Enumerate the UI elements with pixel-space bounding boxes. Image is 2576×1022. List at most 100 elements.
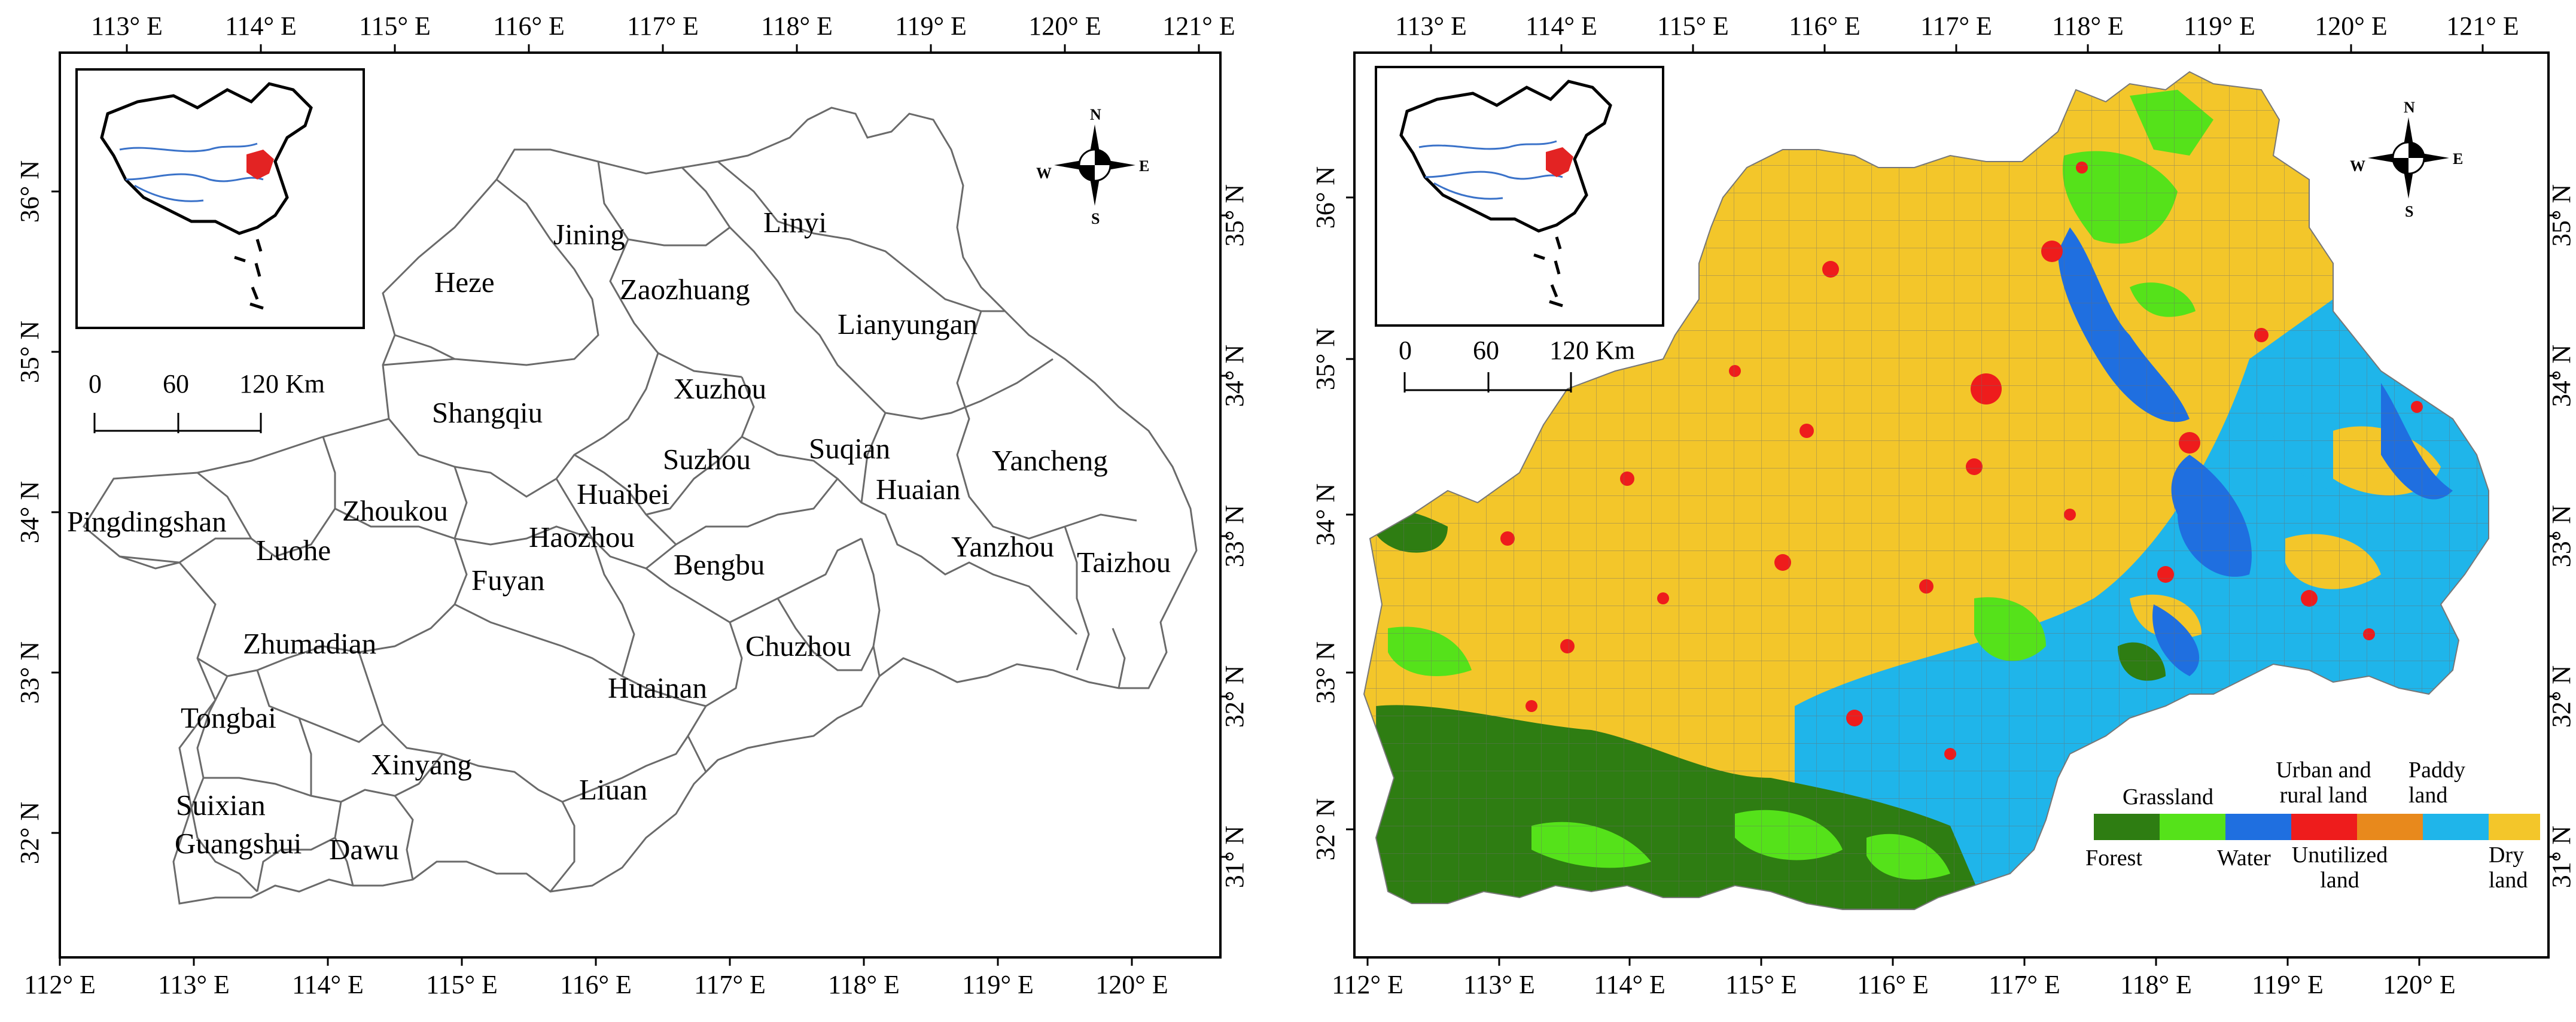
city-label-shangqiu: Shangqiu bbox=[432, 396, 543, 429]
legend-label-forest: Forest bbox=[2085, 845, 2142, 871]
left-bottom-lon-7: 118° E bbox=[828, 970, 900, 999]
city-label-zhumadian: Zhumadian bbox=[243, 627, 376, 660]
city-label-liuan: Liuan bbox=[579, 773, 647, 806]
legend-label-paddy: Paddy land bbox=[2408, 758, 2465, 808]
city-label-yanzhou: Yanzhou bbox=[951, 530, 1054, 563]
city-label-suqian: Suqian bbox=[809, 432, 890, 465]
right-top-lon-8: 120° E bbox=[2315, 11, 2387, 41]
left-top-lon-5: 117° E bbox=[627, 11, 699, 41]
left-bottom-lon-6: 117° E bbox=[694, 970, 766, 999]
city-label-luohe: Luohe bbox=[256, 534, 331, 567]
legend-label-unutilized: Unutilized land bbox=[2291, 842, 2388, 893]
legend-swatch-water bbox=[2225, 814, 2291, 840]
city-label-xinyang: Xinyang bbox=[371, 748, 472, 781]
right-lat-label-5: 31° N bbox=[1220, 826, 1249, 888]
left-compass-e: E bbox=[1139, 157, 1149, 175]
right-bottom-lon-1: 112° E bbox=[1332, 970, 1403, 999]
legend-label-grassland: Grassland bbox=[2123, 784, 2213, 810]
left-compass-s: S bbox=[1091, 210, 1100, 227]
city-label-dawu: Dawu bbox=[329, 833, 399, 866]
right-map-left-lat-5: 32° N bbox=[1311, 798, 1340, 860]
city-label-chuzhou: Chuzhou bbox=[745, 629, 851, 662]
prefecture-boundaries bbox=[119, 160, 1137, 893]
right-top-lon-5: 117° E bbox=[1920, 11, 1992, 41]
left-top-lon-2: 114° E bbox=[225, 11, 297, 41]
city-label-lianyungan: Lianyungan bbox=[838, 308, 978, 340]
city-label-xuzhou: Xuzhou bbox=[674, 372, 766, 405]
legend-label-dry: Dry land bbox=[2489, 842, 2528, 893]
right-north-arrow-icon: N S E W bbox=[2350, 99, 2463, 220]
left-lat-label-1: 36° N bbox=[15, 160, 44, 223]
left-bottom-lon-5: 116° E bbox=[560, 970, 632, 999]
right-map-right-lat-3: 33° N bbox=[2547, 505, 2576, 567]
left-bottom-lon-1: 112° E bbox=[24, 970, 96, 999]
right-lat-label-3: 33° N bbox=[1220, 505, 1249, 567]
city-label-fuyan: Fuyan bbox=[471, 564, 545, 597]
left-top-lon-7: 119° E bbox=[895, 11, 967, 41]
right-map-left-lat-2: 35° N bbox=[1311, 328, 1340, 390]
legend-label-urban: Urban and rural land bbox=[2276, 758, 2371, 808]
right-bottom-lon-6: 117° E bbox=[1989, 970, 2060, 999]
city-label-linyi: Linyi bbox=[763, 206, 827, 239]
right-scale-zero: 0 bbox=[1399, 336, 1412, 365]
left-top-lon-3: 115° E bbox=[359, 11, 431, 41]
left-scale-zero: 0 bbox=[89, 369, 102, 399]
city-label-huaian: Huaian bbox=[876, 473, 961, 506]
right-top-lon-2: 114° E bbox=[1525, 11, 1597, 41]
right-bottom-lon-2: 113° E bbox=[1463, 970, 1535, 999]
left-compass-w: W bbox=[1036, 165, 1052, 182]
left-top-lon-6: 118° E bbox=[761, 11, 833, 41]
legend-swatch-unutilized bbox=[2357, 814, 2423, 840]
left-top-lon-4: 116° E bbox=[493, 11, 565, 41]
legend-swatch-dry bbox=[2489, 814, 2540, 840]
legend-swatch-urban bbox=[2291, 814, 2357, 840]
left-prefecture-map: 113° E 114° E 115° E 116° E 117° E 118° … bbox=[15, 11, 1249, 999]
left-scale-mid: 60 bbox=[163, 369, 189, 399]
left-bottom-lon-4: 115° E bbox=[426, 970, 498, 999]
right-top-lon-9: 121° E bbox=[2446, 11, 2519, 41]
right-top-lon-7: 119° E bbox=[2184, 11, 2255, 41]
city-label-huainan: Huainan bbox=[608, 671, 707, 704]
city-label-huaibei: Huaibei bbox=[577, 477, 669, 510]
left-top-lon-8: 120° E bbox=[1028, 11, 1101, 41]
right-bottom-lon-4: 115° E bbox=[1725, 970, 1797, 999]
right-map-left-lat-1: 36° N bbox=[1311, 166, 1340, 229]
land-use-legend: Forest Grassland Water Urban and rural l… bbox=[2085, 758, 2540, 893]
right-map-right-lat-5: 31° N bbox=[2547, 826, 2576, 888]
city-label-pingdingshan: Pingdingshan bbox=[67, 505, 227, 538]
city-label-guangshui: Guangshui bbox=[175, 827, 302, 860]
left-scale-end: 120 Km bbox=[239, 369, 325, 399]
left-top-lon-9: 121° E bbox=[1162, 11, 1235, 41]
left-bottom-lon-2: 113° E bbox=[158, 970, 230, 999]
city-label-heze: Heze bbox=[434, 266, 495, 299]
right-lat-label-2: 34° N bbox=[1220, 345, 1249, 407]
right-map-right-lat-1: 35° N bbox=[2547, 184, 2576, 247]
right-bottom-lon-5: 116° E bbox=[1857, 970, 1929, 999]
city-label-yancheng: Yancheng bbox=[992, 444, 1108, 477]
right-compass-s: S bbox=[2405, 203, 2413, 220]
left-bottom-lon-8: 119° E bbox=[962, 970, 1034, 999]
legend-swatch-grassland bbox=[2160, 814, 2225, 840]
china-inset-map bbox=[100, 82, 313, 310]
right-landuse-map: 113° E 114° E 115° E 116° E 117° E 118° … bbox=[1311, 11, 2576, 999]
left-lat-label-2: 35° N bbox=[15, 321, 44, 383]
legend-swatch-forest bbox=[2094, 814, 2160, 840]
right-top-lon-1: 113° E bbox=[1395, 11, 1467, 41]
right-top-lon-4: 116° E bbox=[1789, 11, 1861, 41]
city-label-jining: Jining bbox=[553, 218, 625, 251]
right-top-lon-6: 118° E bbox=[2052, 11, 2124, 41]
city-label-zhoukou: Zhoukou bbox=[342, 494, 448, 527]
right-scale-end: 120 Km bbox=[1549, 336, 1635, 365]
city-label-zaozhuang: Zaozhuang bbox=[620, 273, 750, 306]
right-compass-n: N bbox=[2404, 99, 2415, 116]
right-lat-label-1: 35° N bbox=[1220, 184, 1249, 247]
right-compass-w: W bbox=[2350, 157, 2365, 175]
right-bottom-lon-7: 118° E bbox=[2120, 970, 2192, 999]
left-scale-bar: 0 60 120 Km bbox=[89, 369, 325, 433]
right-bottom-lon-3: 114° E bbox=[1594, 970, 1665, 999]
left-top-lon-1: 113° E bbox=[91, 11, 163, 41]
left-lat-label-4: 33° N bbox=[15, 641, 44, 704]
left-compass-n: N bbox=[1090, 106, 1101, 123]
right-bottom-lon-8: 119° E bbox=[2252, 970, 2324, 999]
city-label-taizhou: Taizhou bbox=[1077, 546, 1171, 579]
